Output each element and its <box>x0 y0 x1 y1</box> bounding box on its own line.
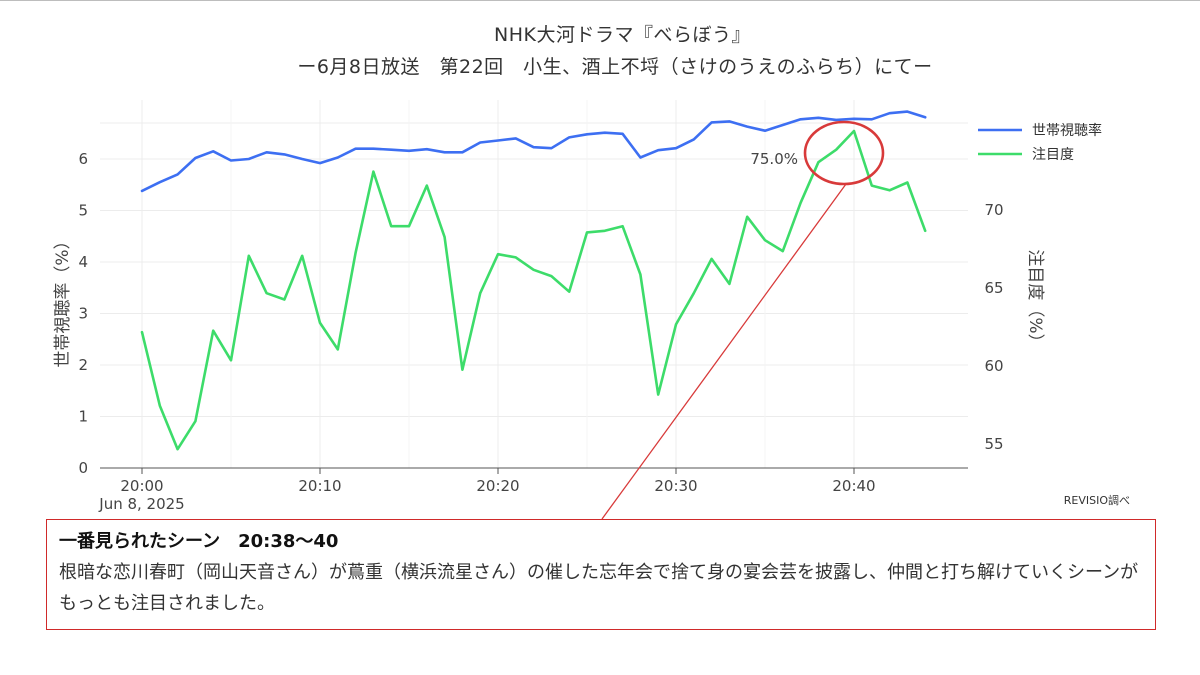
y-left-tick-label: 1 <box>78 408 88 426</box>
highlight-note-box: 一番見られたシーン 20:38〜40 根暗な恋川春町（岡山天音さん）が蔦重（横浜流… <box>46 519 1156 630</box>
x-tick-label: 20:20 <box>476 477 519 495</box>
note-heading-time: 20:38〜40 <box>238 531 339 552</box>
y-right-tick-label: 65 <box>984 279 1003 297</box>
chart-subtitle: ー6月8日放送 第22回 小生、酒上不埒（さけのうえのふらち）にてー <box>297 56 933 78</box>
note-heading: 一番見られたシーン 20:38〜40 <box>59 528 1141 555</box>
x-tick-label: 20:10 <box>298 477 341 495</box>
top-divider <box>0 0 1200 1</box>
rating-series-line <box>140 110 927 193</box>
y-right-tick-label: 70 <box>984 201 1003 219</box>
y-left-tick-label: 3 <box>78 305 88 323</box>
y-left-tick-label: 6 <box>78 150 88 168</box>
peak-value-label: 75.0% <box>750 150 798 168</box>
legend-attention-label: 注目度 <box>1032 147 1074 163</box>
chart-title: NHK大河ドラマ『べらぼう』 <box>494 24 751 46</box>
note-body: 根暗な恋川春町（岡山天音さん）が蔦重（横浜流星さん）の催した忘年会で捨て身の宴会… <box>59 562 1139 614</box>
y-right-tick-label: 55 <box>984 435 1003 453</box>
y-left-tick-label: 0 <box>78 459 88 477</box>
annotations: 75.0% <box>601 120 885 520</box>
legend-rating-label: 世帯視聴率 <box>1032 122 1102 139</box>
y-left-tick-label: 2 <box>78 356 88 374</box>
note-heading-label: 一番見られたシーン <box>59 531 221 552</box>
y-left-axis-title: 世帯視聴率（%） <box>53 232 73 367</box>
y-left-tick-label: 4 <box>78 253 88 271</box>
callout-pointer-line <box>601 183 847 520</box>
source-note: REVISIO調べ <box>1063 494 1130 507</box>
y-right-axis-title: 注目度（%） <box>1025 249 1045 350</box>
axes: 0 1 2 3 4 5 6 20:00 20:10 20:20 20:30 20:40 Jun 8, 2… <box>53 150 1045 513</box>
grid-lines <box>100 100 968 469</box>
series-lines <box>140 110 927 451</box>
x-date-label: Jun 8, 2025 <box>98 495 184 513</box>
x-tick-label: 20:30 <box>654 477 697 495</box>
y-right-tick-label: 60 <box>984 357 1003 375</box>
x-tick-label: 20:00 <box>120 477 163 495</box>
peak-highlight-circle <box>803 120 885 186</box>
x-tick-label: 20:40 <box>832 477 875 495</box>
attention-series-line <box>140 129 927 451</box>
y-left-tick-label: 5 <box>78 202 88 220</box>
